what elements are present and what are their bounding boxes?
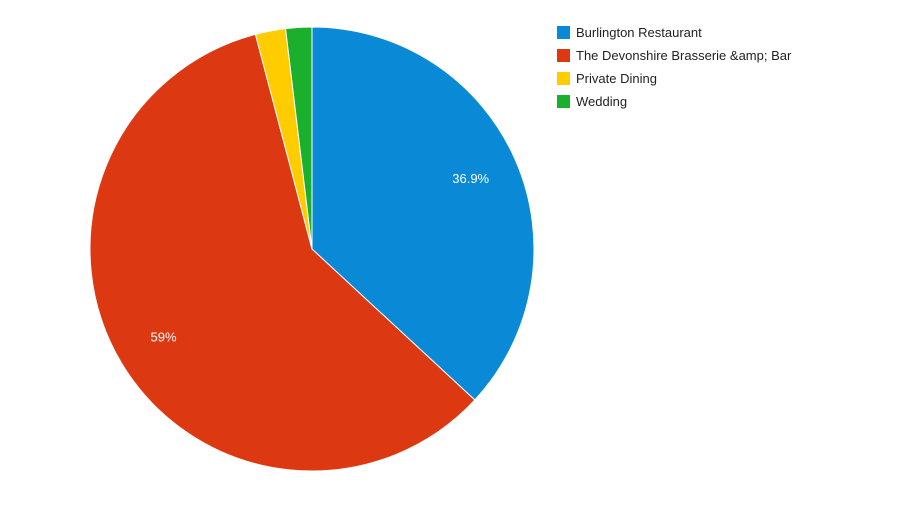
legend-label: Private Dining — [576, 71, 657, 86]
legend-label: Wedding — [576, 94, 628, 109]
legend-label: The Devonshire Brasserie &amp; Bar — [576, 48, 792, 63]
legend-swatch — [557, 72, 570, 85]
legend-swatch — [557, 26, 570, 39]
slice-data-label-1: 59% — [150, 330, 176, 345]
legend-item-1[interactable]: The Devonshire Brasserie &amp; Bar — [557, 47, 797, 65]
slices-group — [89, 26, 535, 472]
legend-label: Burlington Restaurant — [576, 25, 702, 40]
slice-data-label-0: 36.9% — [452, 171, 489, 186]
legend-item-2[interactable]: Private Dining — [557, 70, 797, 88]
legend: Burlington Restaurant The Devonshire Bras… — [557, 24, 797, 116]
pie-slice-1[interactable] — [89, 33, 476, 472]
legend-item-3[interactable]: Wedding — [557, 93, 797, 111]
legend-swatch — [557, 95, 570, 108]
pie-slice-3[interactable] — [285, 26, 313, 250]
pie-slice-0[interactable] — [311, 26, 535, 401]
legend-item-0[interactable]: Burlington Restaurant — [557, 24, 797, 42]
legend-swatch — [557, 49, 570, 62]
slice-labels-group: 36.9% 59% — [150, 171, 489, 344]
